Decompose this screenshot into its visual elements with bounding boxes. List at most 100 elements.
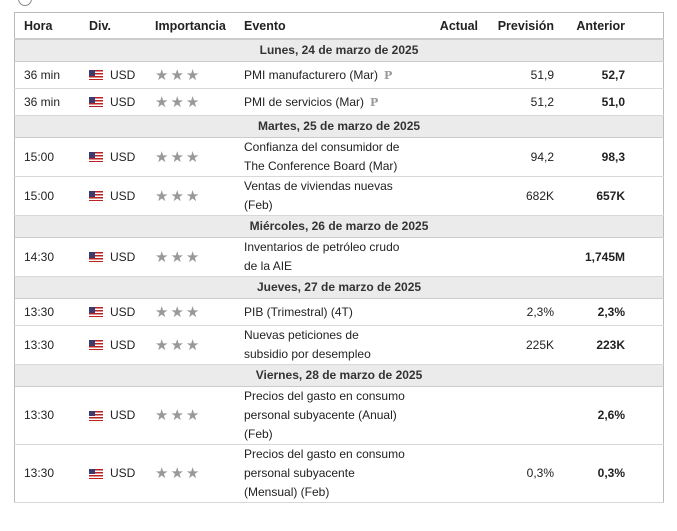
currency-cell: USD [80,444,146,503]
event-name[interactable]: Ventas de viviendas nuevas (Feb) [244,179,393,212]
event-previous: 1,745M [554,237,664,277]
event-forecast: 0,3% [478,444,554,503]
event-name-cell: PMI manufacturero (Mar) P [235,61,419,89]
event-row[interactable]: 13:30 USD ★★★ Precios del gasto en consu… [14,386,664,445]
col-evento[interactable]: Evento [235,12,419,40]
event-row[interactable]: 15:00 USD ★★★ Ventas de viviendas nuevas… [14,176,664,216]
event-previous: 51,0 [554,88,664,116]
event-time: 15:00 [14,176,80,216]
event-forecast: 682K [478,176,554,216]
event-row[interactable]: 36 min USD ★★★ PMI manufacturero (Mar) P … [14,61,664,89]
date-label: Martes, 25 de marzo de 2025 [14,115,664,138]
date-row: Miércoles, 26 de marzo de 2025 [14,215,664,238]
event-actual [419,298,478,326]
currency: USD [110,408,136,422]
currency: USD [110,94,136,109]
event-previous: 2,3% [554,298,664,326]
event-time: 14:30 [14,237,80,277]
us-flag-icon [89,252,103,263]
date-row: Jueves, 27 de marzo de 2025 [14,276,664,299]
event-time: 13:30 [14,298,80,326]
event-row[interactable]: 13:30 USD ★★★ Nuevas peticiones de subsi… [14,325,664,365]
us-flag-icon [89,152,103,163]
event-actual [419,88,478,116]
event-time: 15:00 [14,137,80,177]
event-name-cell: PMI de servicios (Mar) P [235,88,419,116]
event-name-cell: Precios del gasto en consumo personal su… [235,444,419,503]
event-actual [419,61,478,89]
event-name[interactable]: Nuevas peticiones de subsidio por desemp… [244,328,371,361]
importance-stars-icon: ★★★ [146,444,235,503]
event-row[interactable]: 15:00 USD ★★★ Confianza del consumidor d… [14,137,664,177]
event-actual [419,237,478,277]
event-name[interactable]: PIB (Trimestral) (4T) [244,304,353,319]
date-label: Miércoles, 26 de marzo de 2025 [14,215,664,238]
clock-icon [18,0,32,6]
currency: USD [110,304,136,319]
event-row[interactable]: 13:30 USD ★★★ Precios del gasto en consu… [14,444,664,503]
date-label: Viernes, 28 de marzo de 2025 [14,364,664,387]
us-flag-icon [89,97,103,108]
currency-cell: USD [80,386,146,445]
event-name[interactable]: Inventarios de petróleo crudo de la AIE [244,240,400,273]
event-previous: 2,6% [554,386,664,445]
currency: USD [110,149,136,164]
col-hora[interactable]: Hora [14,12,80,40]
event-forecast: 51,9 [478,61,554,89]
date-row: Lunes, 24 de marzo de 2025 [14,39,664,62]
currency-cell: USD [80,176,146,216]
event-previous: 657K [554,176,664,216]
col-importancia[interactable]: Importancia [146,12,235,40]
event-name[interactable]: Confianza del consumidor de The Conferen… [244,140,400,173]
importance-stars-icon: ★★★ [146,237,235,277]
importance-stars-icon: ★★★ [146,386,235,445]
us-flag-icon [89,340,103,351]
event-time: 36 min [14,88,80,116]
currency-cell: USD [80,298,146,326]
event-name[interactable]: Precios del gasto en consumo personal su… [244,447,405,499]
us-flag-icon [89,191,103,202]
event-row[interactable]: 14:30 USD ★★★ Inventarios de petróleo cr… [14,237,664,277]
currency-cell: USD [80,325,146,365]
event-previous: 0,3% [554,444,664,503]
event-actual [419,137,478,177]
importance-stars-icon: ★★★ [146,137,235,177]
event-name[interactable]: Precios del gasto en consumo personal su… [244,389,405,441]
importance-stars-icon: ★★★ [146,325,235,365]
event-name[interactable]: PMI de servicios (Mar) [244,94,365,109]
event-previous: 98,3 [554,137,664,177]
preliminary-icon: P [384,68,393,82]
importance-stars-icon: ★★★ [146,88,235,116]
col-actual[interactable]: Actual [419,12,478,40]
event-name-cell: Confianza del consumidor de The Conferen… [235,137,419,177]
currency-cell: USD [80,61,146,89]
event-name-cell: Ventas de viviendas nuevas (Feb) [235,176,419,216]
event-forecast: 2,3% [478,298,554,326]
event-row[interactable]: 13:30 USD ★★★ PIB (Trimestral) (4T) 2,3%… [14,298,664,326]
col-prevision[interactable]: Previsión [478,12,554,40]
event-row[interactable]: 36 min USD ★★★ PMI de servicios (Mar) P 5… [14,88,664,116]
event-name-cell: Inventarios de petróleo crudo de la AIE [235,237,419,277]
date-row: Viernes, 28 de marzo de 2025 [14,364,664,387]
currency-cell: USD [80,237,146,277]
preliminary-icon: P [370,95,379,109]
event-forecast [478,237,554,277]
currency: USD [110,337,136,352]
col-anterior[interactable]: Anterior [554,12,664,40]
event-name[interactable]: PMI manufacturero (Mar) [244,67,379,82]
economic-calendar-table: Hora Div. Importancia Evento Actual Prev… [14,12,664,503]
event-forecast [478,386,554,445]
currency: USD [110,67,136,82]
col-div[interactable]: Div. [80,12,146,40]
us-flag-icon [89,410,103,421]
importance-stars-icon: ★★★ [146,61,235,89]
event-forecast: 94,2 [478,137,554,177]
date-row: Martes, 25 de marzo de 2025 [14,115,664,138]
event-forecast: 225K [478,325,554,365]
event-actual [419,386,478,445]
event-previous: 52,7 [554,61,664,89]
event-actual [419,325,478,365]
event-forecast: 51,2 [478,88,554,116]
event-time: 36 min [14,61,80,89]
importance-stars-icon: ★★★ [146,298,235,326]
